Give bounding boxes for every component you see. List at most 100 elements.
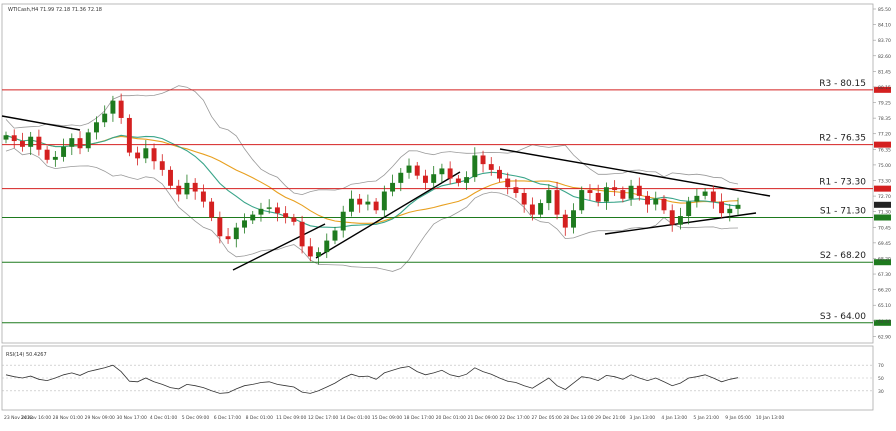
trendline-3: [315, 171, 461, 259]
candle-body: [727, 208, 733, 214]
candle-body: [595, 192, 601, 202]
candle-body: [497, 169, 502, 179]
x-tick-label: 29 Dec 21:00: [595, 415, 625, 421]
candle-body: [719, 201, 725, 214]
rsi-level-label: 50: [878, 376, 884, 382]
candle-body: [546, 190, 552, 204]
x-tick-label: 9 Jan 05:00: [725, 415, 751, 421]
candle-body: [653, 198, 659, 205]
y-tick-label: 64.00: [878, 319, 891, 325]
x-tick-label: 14 Dec 01:00: [340, 415, 370, 421]
candle-body: [480, 155, 486, 165]
candle-body: [307, 246, 313, 257]
candle-body: [669, 210, 675, 225]
candle-body: [439, 168, 445, 175]
candle-body: [250, 214, 256, 221]
x-tick-label: 15 Dec 09:00: [372, 415, 402, 421]
candle-body: [118, 100, 124, 118]
candle-body: [102, 113, 108, 123]
y-tick-label: 75.00: [878, 163, 891, 169]
y-tick-label: 71.30: [878, 210, 891, 216]
y-tick-label: 83.70: [878, 38, 891, 44]
level-price-tag: [874, 214, 891, 221]
candle-body: [612, 187, 618, 191]
candle-body: [645, 195, 650, 205]
x-tick-label: 8 Dec 01:00: [246, 415, 274, 421]
candle-body: [373, 201, 379, 211]
candle-body: [390, 182, 396, 192]
x-tick-label: 5 Dec 09:00: [182, 415, 210, 421]
candle-body: [579, 190, 585, 211]
candle-body: [233, 227, 239, 240]
bollinger-upper: [5, 85, 739, 196]
x-tick-label: 28 Nov 01:00: [53, 415, 83, 421]
level-price-tag: [874, 319, 891, 326]
candle-body: [299, 221, 305, 247]
symbol-label: WTICash,H4 71.99 72.18 71.36 72.18: [8, 7, 102, 13]
candle-body: [554, 190, 560, 215]
x-tick-label: 23 Nov 2023: [4, 415, 33, 421]
y-tick-label: 77.20: [878, 132, 891, 138]
trendline-2: [232, 223, 326, 271]
y-tick-label: 84.10: [878, 23, 891, 29]
candle-body: [168, 169, 173, 186]
candle-body: [587, 190, 593, 193]
candle-body: [488, 164, 494, 170]
candle-body: [710, 191, 716, 202]
candle-body: [513, 187, 519, 193]
x-tick-label: 27 Dec 05:00: [531, 415, 561, 421]
trendline-4: [499, 148, 771, 197]
trendline-1: [1, 115, 81, 131]
candle-body: [159, 161, 165, 170]
candle-body: [266, 207, 272, 209]
x-tick-label: 24 Nov 16:00: [21, 415, 51, 421]
candle-body: [110, 100, 116, 114]
candle-body: [694, 195, 700, 202]
candle-body: [447, 168, 453, 179]
candle-body: [200, 191, 206, 202]
x-tick-label: 22 Dec 17:00: [500, 415, 530, 421]
candle-body: [455, 178, 461, 183]
y-tick-label: 82.60: [878, 54, 891, 60]
rsi-level-label: 30: [878, 389, 884, 395]
y-tick-label: 70.45: [878, 225, 891, 231]
bollinger-bands: [5, 85, 739, 272]
rsi-line: [5, 364, 739, 394]
x-tick-label: 20 Dec 01:00: [436, 415, 466, 421]
x-tick-label: 21 Dec 09:00: [468, 415, 498, 421]
candle-body: [365, 201, 371, 205]
candle-body: [143, 148, 149, 159]
main-plot-frame: [1, 3, 874, 344]
bollinger-lower: [5, 147, 739, 272]
y-tick-label: 62.90: [878, 334, 891, 340]
candle-body: [628, 185, 634, 199]
candle-body: [19, 141, 25, 147]
candle-body: [258, 208, 264, 215]
candle-body: [61, 146, 67, 157]
candle-body: [209, 201, 215, 218]
candle-body: [77, 138, 83, 149]
x-tick-label: 12 Dec 17:00: [308, 415, 338, 421]
candle-body: [529, 204, 535, 215]
y-tick-label: 85.50: [878, 7, 891, 13]
level-price-tag: [874, 86, 891, 93]
x-tick-label: 29 Nov 09:00: [85, 415, 115, 421]
candle-body: [381, 191, 387, 211]
candle-body: [3, 135, 9, 140]
y-tick-label: 73.30: [878, 179, 891, 185]
x-tick-label: 4 Jan 13:00: [661, 415, 687, 421]
candle-body: [562, 214, 568, 228]
candle-body: [636, 185, 642, 196]
candle-body: [735, 204, 741, 209]
x-tick-label: 6 Dec 17:00: [214, 415, 242, 421]
x-tick-label: 11 Dec 09:00: [276, 415, 306, 421]
candle-body: [332, 230, 338, 241]
rsi-label: RSI(14) 50.4267: [6, 352, 47, 358]
candle-body: [620, 190, 626, 199]
x-tick-label: 4 Dec 01:00: [150, 415, 178, 421]
candle-body: [538, 203, 544, 215]
candle-body: [357, 198, 363, 205]
